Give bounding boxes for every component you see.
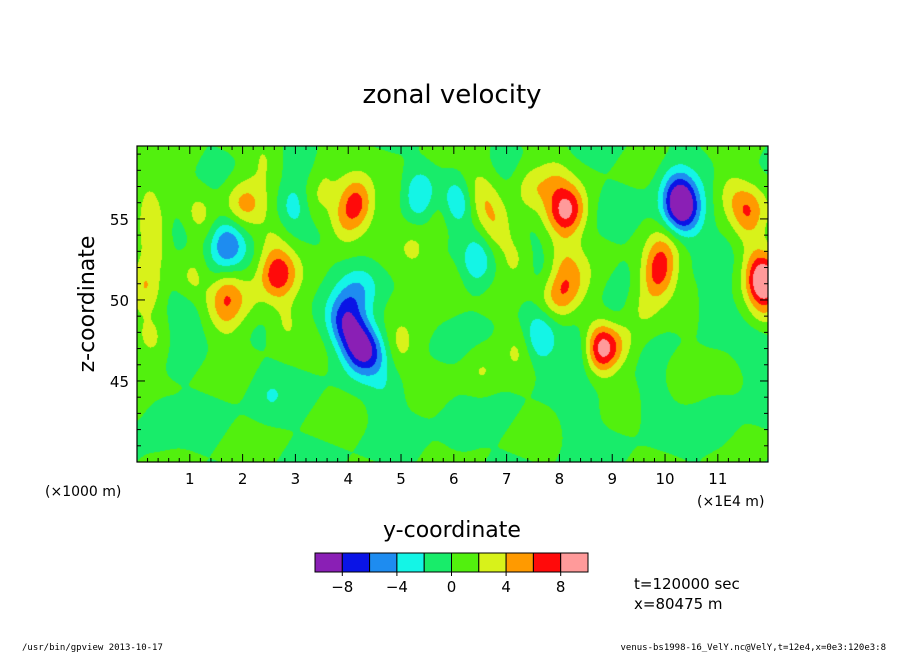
x-unit-right: (×1E4 m) — [697, 494, 764, 510]
colorbar-swatch — [314, 552, 343, 573]
colorbar-swatch — [560, 552, 589, 573]
x-tick-label: 2 — [238, 470, 248, 488]
colorbar-swatch — [369, 552, 398, 573]
position-annotation: x=80475 m — [634, 595, 723, 613]
x-tick-label: 3 — [291, 470, 301, 488]
y-tick-label: 55 — [110, 211, 129, 229]
time-annotation: t=120000 sec — [634, 575, 740, 593]
x-tick-label: 8 — [555, 470, 565, 488]
colorbar-swatch — [505, 552, 534, 573]
footer-left: /usr/bin/gpview 2013-10-17 — [22, 643, 163, 653]
colorbar-swatch — [478, 552, 507, 573]
y-tick-label: 45 — [110, 373, 129, 391]
x-tick-label: 6 — [449, 470, 459, 488]
plot-frame — [136, 145, 769, 463]
y-axis-ticks: 45 50 55 — [110, 153, 768, 447]
x-tick-label: 5 — [396, 470, 406, 488]
x-tick-label: 7 — [502, 470, 512, 488]
x-tick-label: 10 — [655, 470, 674, 488]
colorbar — [314, 552, 589, 573]
colorbar-label: −8 — [331, 578, 353, 596]
colorbar-label: 0 — [447, 578, 457, 596]
colorbar-swatch — [341, 552, 371, 573]
colorbar-swatch — [396, 552, 425, 573]
x-tick-label: 9 — [607, 470, 617, 488]
colorbar-label: 8 — [556, 578, 566, 596]
x-tick-label: 1 — [185, 470, 195, 488]
x-axis-label: y-coordinate — [383, 518, 521, 543]
plot-area — [137, 146, 768, 462]
footer-right: venus-bs1998-16_VelY.nc@VelY,t=12e4,x=0e… — [620, 643, 886, 653]
colorbar-labels: −8 −4 0 4 8 — [331, 572, 565, 596]
x-tick-label: 11 — [708, 470, 727, 488]
x-unit-left: (×1000 m) — [45, 484, 121, 500]
colorbar-swatch — [423, 552, 453, 573]
colorbar-swatch — [451, 552, 480, 573]
x-axis-ticks: 1 2 3 4 5 6 7 8 9 10 11 — [147, 146, 761, 488]
y-axis-label: z-coordinate — [75, 236, 100, 373]
velocity-field — [137, 146, 768, 462]
chart-title: zonal velocity — [362, 80, 541, 110]
y-tick-label: 50 — [110, 292, 129, 310]
colorbar-label: −4 — [386, 578, 408, 596]
colorbar-label: 4 — [501, 578, 511, 596]
x-tick-label: 4 — [343, 470, 353, 488]
colorbar-swatch — [532, 552, 562, 573]
